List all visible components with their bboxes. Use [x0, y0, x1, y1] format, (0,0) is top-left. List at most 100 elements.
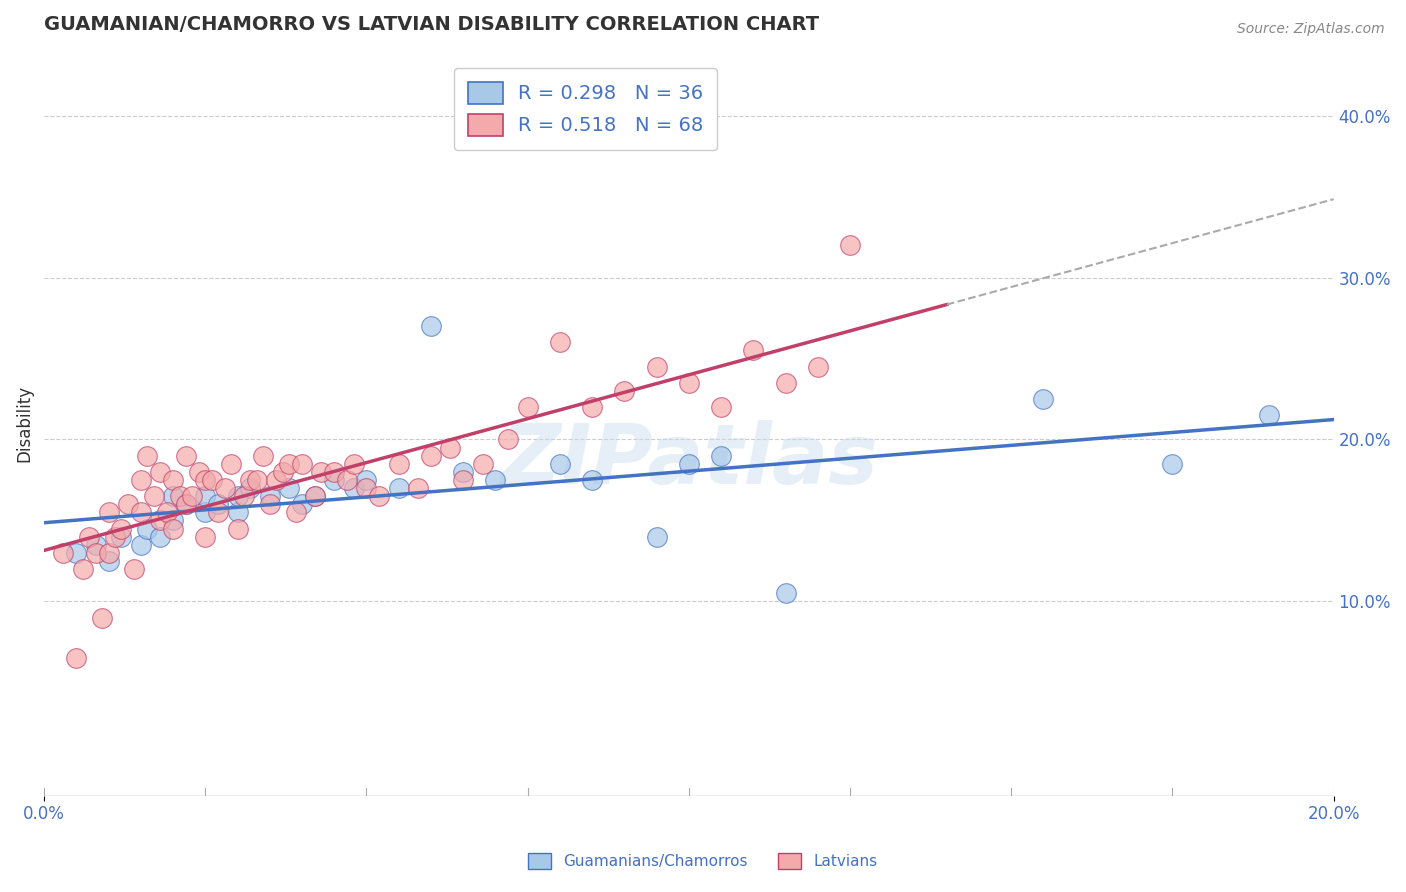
Point: [678, 376, 700, 390]
Point: [136, 449, 159, 463]
Point: [581, 473, 603, 487]
Y-axis label: Disability: Disability: [15, 384, 32, 462]
Point: [1032, 392, 1054, 406]
Point: [97, 546, 120, 560]
Point: [52, 546, 75, 560]
Point: [169, 489, 191, 503]
Point: [678, 457, 700, 471]
Point: [72, 562, 94, 576]
Point: [194, 530, 217, 544]
Point: [388, 457, 411, 471]
Point: [484, 473, 506, 487]
Point: [807, 359, 830, 374]
Point: [259, 489, 281, 503]
Point: [498, 433, 520, 447]
Point: [471, 457, 494, 471]
Point: [239, 481, 262, 495]
Text: Source: ZipAtlas.com: Source: ZipAtlas.com: [1237, 22, 1385, 37]
Point: [291, 457, 314, 471]
Point: [548, 457, 571, 471]
Point: [304, 489, 326, 503]
Point: [581, 400, 603, 414]
Point: [368, 489, 391, 503]
Point: [77, 530, 100, 544]
Point: [548, 335, 571, 350]
Point: [207, 505, 229, 519]
Point: [162, 522, 184, 536]
Point: [406, 481, 429, 495]
Point: [129, 473, 152, 487]
Point: [278, 457, 301, 471]
Point: [645, 530, 668, 544]
Point: [110, 522, 132, 536]
Point: [174, 449, 197, 463]
Point: [97, 505, 120, 519]
Point: [246, 473, 269, 487]
Point: [207, 497, 229, 511]
Point: [97, 554, 120, 568]
Point: [129, 505, 152, 519]
Point: [214, 481, 236, 495]
Point: [239, 473, 262, 487]
Point: [181, 489, 204, 503]
Point: [516, 400, 538, 414]
Legend: Guamanians/Chamorros, Latvians: Guamanians/Chamorros, Latvians: [522, 847, 884, 875]
Point: [194, 489, 217, 503]
Point: [174, 497, 197, 511]
Point: [124, 562, 146, 576]
Text: GUAMANIAN/CHAMORRO VS LATVIAN DISABILITY CORRELATION CHART: GUAMANIAN/CHAMORRO VS LATVIAN DISABILITY…: [44, 15, 820, 34]
Point: [775, 376, 797, 390]
Point: [775, 586, 797, 600]
Point: [342, 481, 364, 495]
Point: [311, 465, 333, 479]
Text: ZIPatlas: ZIPatlas: [501, 420, 877, 501]
Point: [742, 343, 765, 358]
Point: [162, 489, 184, 503]
Point: [420, 319, 443, 334]
Point: [84, 546, 107, 560]
Point: [356, 473, 378, 487]
Point: [174, 497, 197, 511]
Point: [162, 473, 184, 487]
Point: [323, 473, 346, 487]
Point: [194, 473, 217, 487]
Point: [142, 489, 165, 503]
Point: [110, 530, 132, 544]
Point: [356, 481, 378, 495]
Point: [252, 449, 274, 463]
Point: [194, 505, 217, 519]
Point: [439, 441, 461, 455]
Point: [710, 400, 733, 414]
Point: [839, 238, 862, 252]
Point: [226, 505, 249, 519]
Point: [162, 513, 184, 527]
Point: [291, 497, 314, 511]
Point: [149, 465, 172, 479]
Point: [278, 481, 301, 495]
Point: [233, 489, 256, 503]
Point: [451, 465, 474, 479]
Point: [304, 489, 326, 503]
Point: [149, 513, 172, 527]
Point: [1258, 408, 1281, 422]
Point: [645, 359, 668, 374]
Point: [420, 449, 443, 463]
Point: [710, 449, 733, 463]
Point: [451, 473, 474, 487]
Point: [201, 473, 224, 487]
Point: [84, 538, 107, 552]
Point: [336, 473, 359, 487]
Point: [117, 497, 139, 511]
Point: [65, 651, 87, 665]
Point: [613, 384, 636, 398]
Point: [264, 473, 287, 487]
Legend: R = 0.298   N = 36, R = 0.518   N = 68: R = 0.298 N = 36, R = 0.518 N = 68: [454, 68, 717, 150]
Point: [226, 489, 249, 503]
Point: [1161, 457, 1184, 471]
Point: [388, 481, 411, 495]
Point: [104, 530, 127, 544]
Point: [187, 465, 209, 479]
Point: [342, 457, 364, 471]
Point: [65, 546, 87, 560]
Point: [284, 505, 307, 519]
